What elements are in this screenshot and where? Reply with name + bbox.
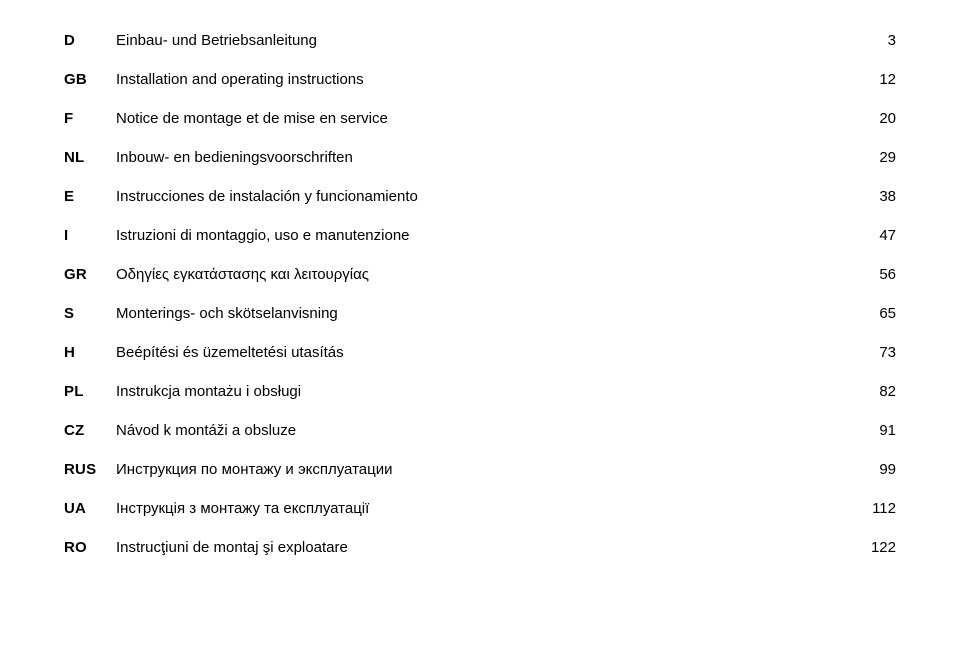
toc-row: PL Instrukcja montażu i obsługi 82: [64, 383, 896, 400]
toc-row: UA Інструкція з монтажу та експлуатації …: [64, 500, 896, 517]
lang-code: S: [64, 305, 116, 322]
page-number: 112: [862, 500, 896, 517]
lang-code: NL: [64, 149, 116, 166]
entry-title: Інструкція з монтажу та експлуатації: [116, 500, 862, 517]
entry-title: Instrucţiuni de montaj şi exploatare: [116, 539, 862, 556]
entry-title: Einbau- und Betriebsanleitung: [116, 32, 862, 49]
lang-code: H: [64, 344, 116, 361]
entry-title: Instrucciones de instalación y funcionam…: [116, 188, 862, 205]
page-number: 3: [862, 32, 896, 49]
toc-row: S Monterings- och skötselanvisning 65: [64, 305, 896, 322]
entry-title: Istruzioni di montaggio, uso e manutenzi…: [116, 227, 862, 244]
lang-code: F: [64, 110, 116, 127]
entry-title: Instrukcja montażu i obsługi: [116, 383, 862, 400]
page-number: 122: [862, 539, 896, 556]
page-number: 73: [862, 344, 896, 361]
toc-page: D Einbau- und Betriebsanleitung 3 GB Ins…: [0, 0, 960, 602]
toc-row: D Einbau- und Betriebsanleitung 3: [64, 32, 896, 49]
page-number: 91: [862, 422, 896, 439]
toc-row: GB Installation and operating instructio…: [64, 71, 896, 88]
page-number: 12: [862, 71, 896, 88]
entry-title: Installation and operating instructions: [116, 71, 862, 88]
entry-title: Návod k montáži a obsluze: [116, 422, 862, 439]
page-number: 65: [862, 305, 896, 322]
lang-code: PL: [64, 383, 116, 400]
toc-row: RUS Инструкция по монтажу и эксплуатации…: [64, 461, 896, 478]
entry-title: Notice de montage et de mise en service: [116, 110, 862, 127]
toc-row: GR Οδηγίες εγκατάστασης και λειτουργίας …: [64, 266, 896, 283]
toc-row: CZ Návod k montáži a obsluze 91: [64, 422, 896, 439]
toc-row: E Instrucciones de instalación y funcion…: [64, 188, 896, 205]
lang-code: I: [64, 227, 116, 244]
lang-code: CZ: [64, 422, 116, 439]
entry-title: Инструкция по монтажу и эксплуатации: [116, 461, 862, 478]
toc-row: NL Inbouw- en bedieningsvoorschriften 29: [64, 149, 896, 166]
lang-code: GB: [64, 71, 116, 88]
lang-code: GR: [64, 266, 116, 283]
page-number: 29: [862, 149, 896, 166]
lang-code: D: [64, 32, 116, 49]
lang-code: E: [64, 188, 116, 205]
lang-code: RUS: [64, 461, 116, 478]
toc-row: RO Instrucţiuni de montaj şi exploatare …: [64, 539, 896, 556]
toc-row: I Istruzioni di montaggio, uso e manuten…: [64, 227, 896, 244]
page-number: 47: [862, 227, 896, 244]
entry-title: Beépítési és üzemeltetési utasítás: [116, 344, 862, 361]
page-number: 38: [862, 188, 896, 205]
entry-title: Inbouw- en bedieningsvoorschriften: [116, 149, 862, 166]
lang-code: RO: [64, 539, 116, 556]
toc-row: H Beépítési és üzemeltetési utasítás 73: [64, 344, 896, 361]
page-number: 56: [862, 266, 896, 283]
page-number: 82: [862, 383, 896, 400]
page-number: 20: [862, 110, 896, 127]
entry-title: Monterings- och skötselanvisning: [116, 305, 862, 322]
lang-code: UA: [64, 500, 116, 517]
entry-title: Οδηγίες εγκατάστασης και λειτουργίας: [116, 266, 862, 283]
page-number: 99: [862, 461, 896, 478]
toc-row: F Notice de montage et de mise en servic…: [64, 110, 896, 127]
